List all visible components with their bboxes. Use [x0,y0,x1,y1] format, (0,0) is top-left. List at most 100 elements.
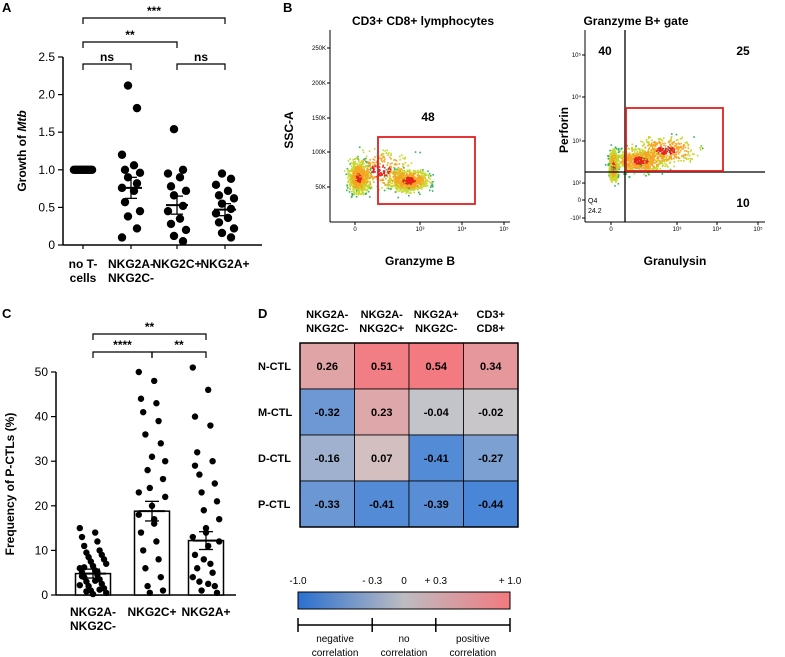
b2-event-dot [647,172,650,174]
a-data-point [181,225,191,235]
b1-event-dot [406,181,409,183]
c-category-label: NKG2C- [70,619,116,633]
b1-event-dot [383,170,385,172]
b2-event-dot [679,137,682,140]
b1-event-dot [366,188,369,191]
b1-event-dot [430,184,433,187]
b1-event-dot [401,184,404,187]
b1-event-dot [406,170,408,173]
b1-event-dot [382,149,385,152]
b1-event-dot [394,167,396,170]
a-data-point [123,212,133,221]
b2-x-tick-label: 10⁴ [712,226,722,233]
b2-event-dot [688,154,691,157]
b2-event-dot [629,153,631,156]
a-significance-bracket-label: ns [100,50,114,64]
b2-event-dot [678,151,681,154]
b1-event-dot [406,188,409,190]
b2-event-dot [611,158,613,160]
b2-event-dot [622,158,625,161]
b1-event-dot [353,173,356,176]
b2-event-dot [644,167,647,170]
b1-event-dot [411,186,414,189]
c-y-tick-label: 40 [35,410,49,424]
c-data-point [194,449,201,456]
b2-event-dot [675,157,678,159]
b1-event-dot [363,158,366,160]
c-significance-bracket-line [151,351,207,358]
b1-event-dot [374,165,376,168]
b2-event-dot [612,179,615,181]
b2-event-dot [619,161,621,163]
b2-event-dot [665,164,668,166]
b2-event-dot [671,142,674,145]
d-cell-value: 0.23 [371,407,392,419]
b2-event-dot [609,158,611,161]
a-significance-bracket-label: *** [147,4,161,18]
b2-event-dot [611,168,613,171]
b1-y-tick-label: 50K [315,185,326,191]
d-column-header: CD8+ [477,323,505,335]
c-data-point [94,538,101,545]
b2-event-dot [657,165,659,168]
a-data-point [120,165,130,174]
b1-event-dot [422,172,425,175]
b2-event-dot [658,147,660,149]
b1-event-dot [378,168,381,171]
b2-event-dot [661,147,663,150]
b2-event-dot [670,145,673,148]
b2-event-dot [631,158,634,160]
b2-event-dot [659,148,661,151]
b2-event-dot [638,152,641,155]
b2-event-dot [673,161,676,163]
b1-event-dot [357,157,359,160]
b1-event-dot [357,187,360,189]
b1-event-dot [407,176,409,179]
b1-event-dot [423,177,426,179]
b1-event-dot [390,154,392,157]
b1-event-dot [359,177,361,180]
b1-event-dot [390,178,393,180]
b2-event-dot [640,166,643,169]
b2-event-dot [673,140,675,143]
b2-event-dot [612,174,615,176]
b1-event-dot [413,184,415,186]
b1-x-axis-label: Granzyme B [385,254,455,268]
b1-event-dot [417,187,420,190]
b2-event-dot [673,147,675,149]
b1-event-dot [416,180,418,182]
b2-event-dot [641,164,644,166]
b2-event-dot [648,142,650,145]
d-legend-bar [297,591,511,610]
b1-event-dot [403,184,405,187]
b2-event-dot [641,153,644,155]
d-cell-value: 0.26 [317,361,338,373]
b2-event-dot [636,163,638,165]
b1-event-dot [364,187,366,190]
b2-event-dot [659,146,662,149]
b2-event-dot [687,152,690,155]
b2-event-dot [653,152,655,154]
b2-event-dot [650,167,653,170]
b2-event-dot [663,156,666,159]
b2-event-dot [643,143,645,145]
b2-event-dot [656,164,659,166]
c-significance-bracket-label: **** [113,338,132,352]
b2-event-dot [660,150,662,153]
b1-event-dot [353,183,356,185]
c-data-point [81,564,88,571]
b1-event-dot [387,168,390,170]
b1-event-dot [389,156,391,159]
b1-event-dot [373,168,375,171]
b1-event-dot [423,182,426,184]
b1-event-dot [365,155,368,158]
b2-event-dot [666,165,669,168]
b2-event-dot [649,165,651,168]
b2-event-dot [660,139,663,141]
b2-event-dot [661,149,664,151]
b2-event-dot [640,164,642,167]
b1-event-dot [361,183,364,185]
b2-event-dot [643,152,646,155]
b1-event-dot [399,183,402,186]
b1-event-dot [419,171,421,173]
